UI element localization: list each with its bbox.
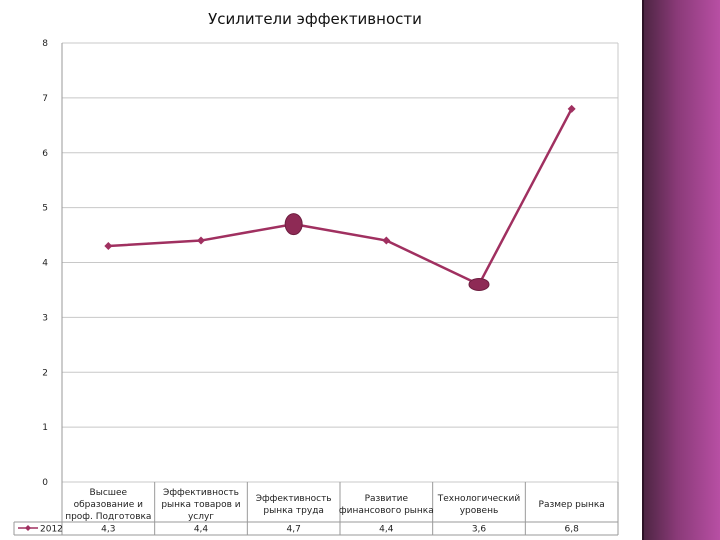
- category-label: рынка труда: [263, 506, 324, 516]
- y-tick-label: 3: [42, 313, 48, 323]
- category-label: образование и: [74, 500, 144, 510]
- legend-marker-2012: [25, 525, 31, 531]
- legend-label-2012: 2012: [40, 525, 63, 535]
- chart-title: Усилители эффективности: [208, 10, 422, 28]
- category-label: финансового рынка: [339, 506, 434, 516]
- category-label: проф. Подготовка: [65, 512, 151, 522]
- data-table-value: 4,3: [101, 525, 115, 535]
- data-table-value: 4,4: [379, 525, 394, 535]
- data-table: Высшее образование и проф. Подготовка 4,3 Эф…: [13, 482, 619, 536]
- y-tick-label: 1: [42, 423, 48, 433]
- category-label: услуг: [188, 512, 214, 522]
- y-tick-label: 0: [42, 478, 48, 488]
- decorative-side-panel: [642, 0, 720, 540]
- category-label: Развитие: [365, 494, 409, 504]
- y-tick-label: 2: [42, 368, 48, 378]
- y-tick-label: 5: [42, 204, 48, 214]
- data-point-highlighted: [284, 213, 303, 236]
- data-table-value: 4,7: [287, 525, 301, 535]
- category-label: Размер рынка: [539, 500, 605, 510]
- category-label: Технологический: [437, 494, 521, 504]
- category-label: Эффективность: [256, 494, 332, 504]
- data-point: [197, 236, 205, 245]
- y-tick-label: 8: [42, 39, 48, 49]
- gridlines: [61, 42, 619, 535]
- data-point-highlighted: [468, 277, 490, 291]
- y-tick-label: 6: [42, 149, 48, 159]
- data-table-value: 4,4: [194, 525, 209, 535]
- y-tick-label: 4: [42, 259, 48, 269]
- category-label: Высшее: [90, 488, 128, 498]
- side-panel-stripe: [642, 0, 644, 540]
- data-table-value: 3,6: [472, 525, 487, 535]
- y-axis-ticks: 0 1 2 3 4 5 6 7 8: [42, 39, 48, 488]
- category-label: Эффективность: [163, 488, 239, 498]
- category-label: уровень: [460, 506, 499, 516]
- data-point: [382, 236, 391, 245]
- data-point: [104, 242, 113, 251]
- series-2012: [104, 104, 576, 291]
- category-label: рынка товаров и: [161, 500, 240, 510]
- data-point: [567, 104, 576, 113]
- series-line-2012: [108, 108, 573, 286]
- data-table-value: 6,8: [565, 525, 580, 535]
- y-tick-label: 7: [42, 94, 48, 104]
